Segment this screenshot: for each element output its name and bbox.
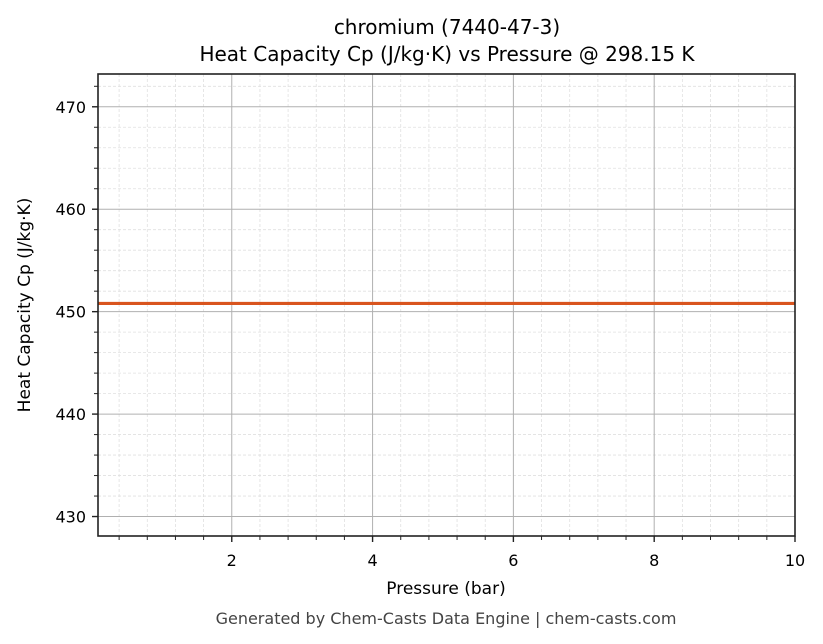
y-tick-label: 440 — [55, 405, 86, 424]
y-tick-label: 470 — [55, 98, 86, 117]
chart-title-line2: Heat Capacity Cp (J/kg·K) vs Pressure @ … — [199, 42, 695, 66]
x-tick-label: 2 — [227, 551, 237, 570]
x-tick-label: 6 — [508, 551, 518, 570]
x-tick-label: 4 — [367, 551, 377, 570]
y-tick-label: 430 — [55, 508, 86, 527]
footer-credit: Generated by Chem-Casts Data Engine | ch… — [216, 609, 677, 628]
y-axis-label: Heat Capacity Cp (J/kg·K) — [15, 198, 35, 413]
y-tick-labels: 430 440 450 460 470 — [55, 98, 86, 527]
y-tick-label: 450 — [55, 303, 86, 322]
chart-title-line1: chromium (7440-47-3) — [334, 15, 560, 39]
plot-frame — [97, 73, 796, 537]
y-tick-label: 460 — [55, 200, 86, 219]
x-axis-label: Pressure (bar) — [386, 579, 505, 599]
x-tick-label: 8 — [649, 551, 659, 570]
plot-area: 2 4 6 8 10 430 440 450 460 470 — [55, 73, 806, 570]
x-tick-label: 10 — [785, 551, 805, 570]
x-tick-labels: 2 4 6 8 10 — [227, 551, 806, 570]
axis-ticks — [92, 85, 796, 542]
